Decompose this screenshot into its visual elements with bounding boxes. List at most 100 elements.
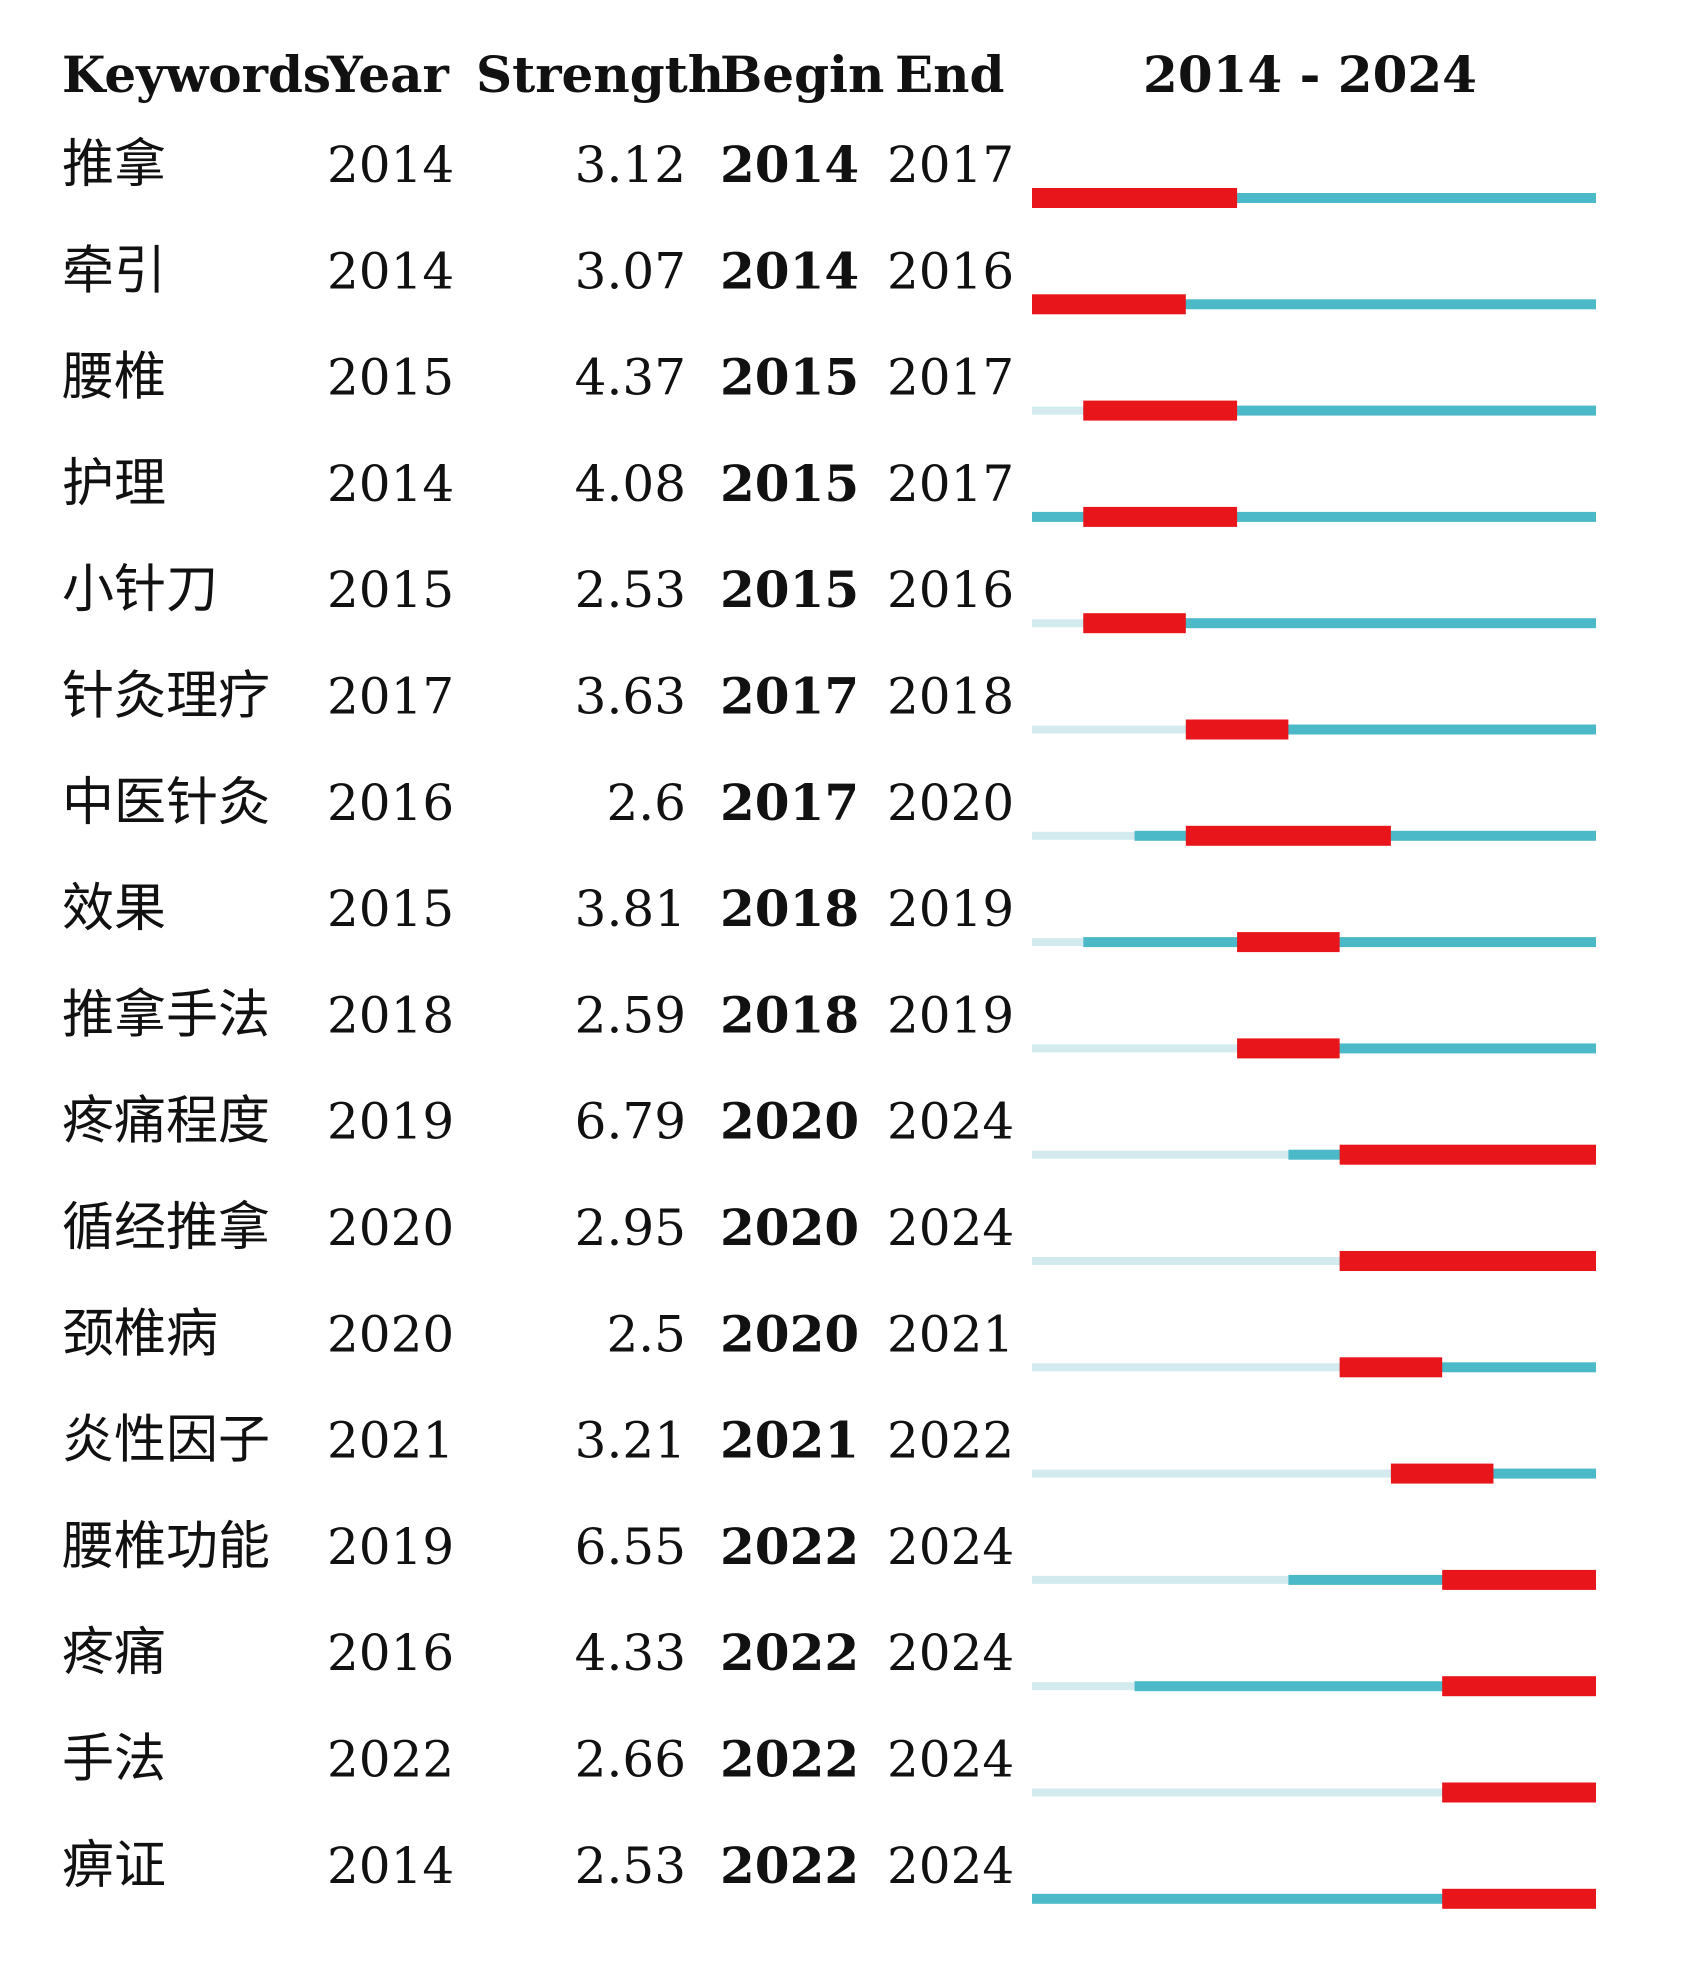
begin-cell: 2015: [720, 560, 859, 619]
year-cell: 2020: [327, 1305, 454, 1363]
begin-cell: 2022: [720, 1730, 859, 1789]
strength-cell: 2.6: [606, 774, 686, 832]
begin-cell: 2017: [720, 773, 859, 832]
begin-cell: 2014: [720, 241, 859, 300]
strength-cell: 4.08: [575, 455, 686, 513]
active-period-line: [1032, 511, 1596, 522]
burst-bar: [1442, 1569, 1596, 1590]
table-row: 针灸理疗 2017 3.63 2017 2018: [62, 667, 1596, 740]
inactive-period-line: [1032, 1150, 1289, 1159]
burst-bar: [1339, 1251, 1596, 1271]
header-end: End: [895, 45, 1004, 104]
keyword-cell: 小针刀: [62, 560, 218, 620]
year-cell: 2016: [327, 1624, 454, 1682]
strength-cell: 3.81: [575, 880, 686, 938]
end-cell: 2019: [887, 986, 1014, 1044]
year-cell: 2014: [327, 136, 454, 194]
active-period-line: [1237, 1043, 1596, 1054]
keyword-cell: 颈椎病: [62, 1304, 218, 1364]
keyword-cell: 循经推拿: [62, 1198, 270, 1258]
end-cell: 2018: [887, 668, 1014, 726]
begin-cell: 2020: [720, 1092, 859, 1151]
inactive-period-line: [1032, 619, 1084, 628]
keyword-cell: 牵引: [62, 241, 166, 301]
end-cell: 2024: [887, 1199, 1014, 1257]
table-row: 腰椎功能 2019 6.55 2022 2024: [62, 1517, 1596, 1590]
active-period-line: [1032, 1893, 1596, 1904]
begin-cell: 2015: [720, 454, 859, 513]
burst-bar: [1083, 400, 1238, 421]
end-cell: 2019: [887, 880, 1014, 938]
begin-cell: 2020: [720, 1198, 859, 1257]
table-row: 护理 2014 4.08 2015 2017: [62, 454, 1596, 527]
strength-cell: 3.07: [575, 242, 686, 300]
keyword-cell: 效果: [62, 879, 166, 939]
strength-cell: 3.12: [575, 136, 686, 194]
end-cell: 2021: [887, 1305, 1014, 1363]
table-row: 小针刀 2015 2.53 2015 2016: [62, 560, 1596, 634]
burst-bar: [1185, 825, 1391, 846]
inactive-period-line: [1032, 1682, 1135, 1691]
burst-bar: [1442, 1782, 1596, 1803]
table-row: 效果 2015 3.81 2018 2019: [62, 879, 1596, 953]
burst-bar: [1390, 1463, 1494, 1484]
year-cell: 2020: [327, 1199, 454, 1257]
strength-cell: 2.5: [606, 1305, 686, 1363]
inactive-period-line: [1032, 1363, 1340, 1372]
keyword-cell: 疼痛程度: [62, 1092, 270, 1152]
table-row: 腰椎 2015 4.37 2015 2017: [62, 348, 1596, 421]
year-cell: 2018: [327, 986, 454, 1044]
end-cell: 2017: [887, 349, 1014, 407]
table-row: 循经推拿 2020 2.95 2020 2024: [62, 1198, 1596, 1271]
year-cell: 2014: [327, 455, 454, 513]
keyword-cell: 腰椎: [62, 348, 166, 408]
year-cell: 2022: [327, 1731, 454, 1789]
active-period-line: [1390, 1468, 1596, 1479]
keyword-cell: 护理: [62, 454, 166, 514]
keyword-cell: 痹证: [62, 1836, 166, 1896]
active-period-line: [1339, 1362, 1596, 1373]
keyword-cell: 针灸理疗: [62, 667, 270, 727]
year-cell: 2017: [327, 668, 454, 726]
begin-cell: 2022: [720, 1517, 859, 1576]
header-strength: Strength: [476, 45, 724, 104]
table-row: 痹证 2014 2.53 2022 2024: [62, 1836, 1596, 1909]
burst-bar: [1237, 932, 1340, 953]
year-cell: 2015: [327, 880, 454, 938]
end-cell: 2024: [887, 1518, 1014, 1576]
burst-bar: [1032, 294, 1186, 315]
begin-cell: 2020: [720, 1304, 859, 1363]
table-row: 颈椎病 2020 2.5 2020 2021: [62, 1304, 1596, 1378]
year-cell: 2015: [327, 561, 454, 619]
burst-bar: [1339, 1144, 1596, 1165]
keyword-cell: 腰椎功能: [62, 1517, 270, 1577]
strength-cell: 2.53: [575, 561, 686, 619]
strength-cell: 4.37: [575, 349, 686, 407]
inactive-period-line: [1032, 1257, 1340, 1265]
keyword-cell: 手法: [62, 1730, 166, 1790]
year-cell: 2019: [327, 1518, 454, 1576]
inactive-period-line: [1032, 725, 1186, 734]
end-cell: 2022: [887, 1412, 1014, 1470]
burst-bar: [1185, 719, 1289, 740]
strength-cell: 2.95: [575, 1199, 686, 1257]
end-cell: 2017: [887, 455, 1014, 513]
begin-cell: 2017: [720, 667, 859, 726]
end-cell: 2024: [887, 1093, 1014, 1151]
header-year-range: 2014 - 2024: [1143, 45, 1477, 104]
begin-cell: 2018: [720, 879, 859, 938]
strength-cell: 3.21: [575, 1412, 686, 1470]
end-cell: 2016: [887, 242, 1014, 300]
table-header: Keywords Year Strength Begin End 2014 - …: [62, 45, 1477, 104]
inactive-period-line: [1032, 1044, 1238, 1053]
end-cell: 2024: [887, 1731, 1014, 1789]
end-cell: 2020: [887, 774, 1014, 832]
begin-cell: 2022: [720, 1836, 859, 1895]
table-row: 炎性因子 2021 3.21 2021 2022: [62, 1411, 1596, 1484]
end-cell: 2017: [887, 136, 1014, 194]
table-row: 疼痛程度 2019 6.79 2020 2024: [62, 1092, 1596, 1165]
table-row: 推拿 2014 3.12 2014 2017: [62, 135, 1596, 208]
strength-cell: 2.53: [575, 1837, 686, 1895]
year-cell: 2014: [327, 1837, 454, 1895]
